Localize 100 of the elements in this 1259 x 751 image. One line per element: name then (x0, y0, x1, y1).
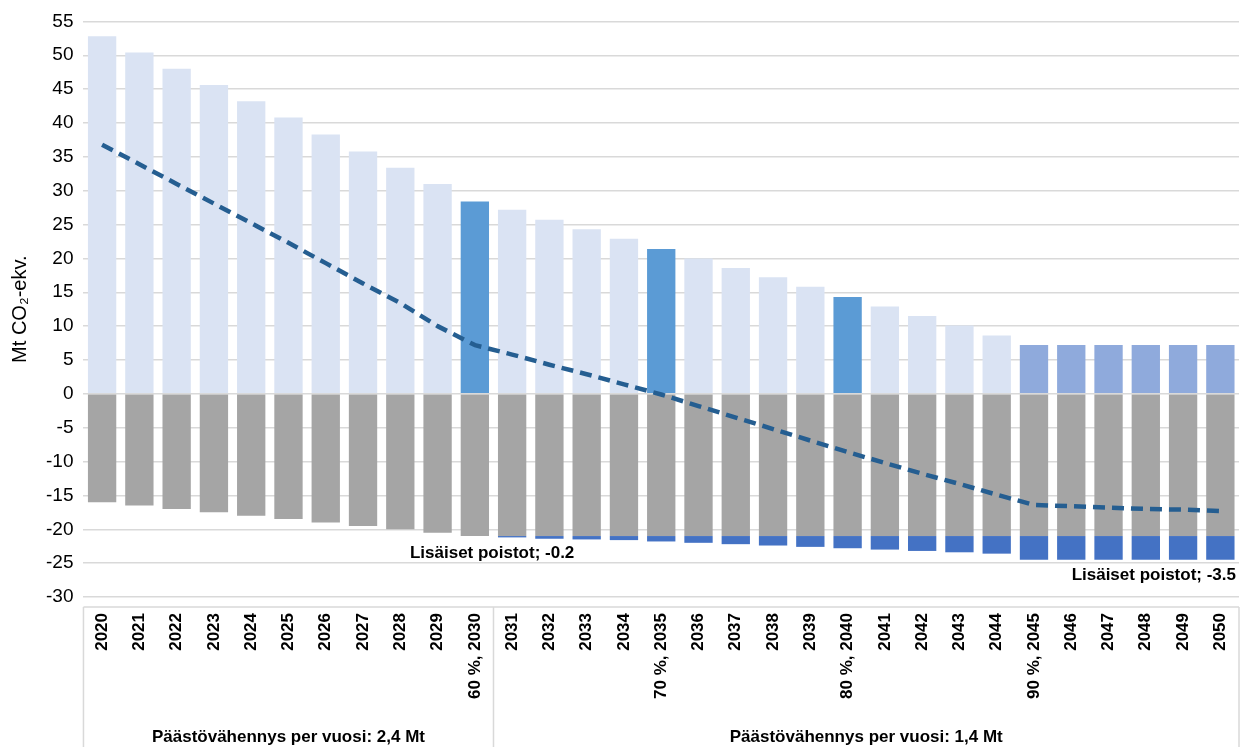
bar (348, 151, 378, 394)
y-tick-label: 20 (52, 246, 74, 268)
bar (1131, 345, 1160, 394)
y-tick-label: 35 (52, 145, 74, 167)
bar (721, 394, 750, 537)
x-tick-label: 90 %, 2045 (1023, 612, 1043, 699)
bar (945, 325, 974, 394)
bar (1057, 394, 1086, 537)
bar (1131, 536, 1160, 560)
bar (1094, 394, 1123, 537)
y-tick-label: 5 (62, 348, 74, 370)
x-tick-label: 2029 (427, 612, 447, 651)
x-tick-label: 2036 (688, 612, 708, 651)
bar (535, 394, 564, 537)
bar (833, 297, 862, 394)
bar (311, 394, 340, 523)
bar (907, 394, 937, 537)
bar (796, 394, 825, 537)
y-tick-label: 45 (52, 77, 74, 99)
bar (386, 394, 415, 530)
bar (684, 536, 713, 543)
x-tick-label: 2038 (762, 612, 782, 651)
bar (572, 394, 601, 537)
bar (609, 238, 639, 394)
bar (1057, 536, 1086, 560)
bar (982, 394, 1011, 537)
bar (1131, 394, 1160, 537)
bar (497, 394, 527, 537)
bar (833, 536, 862, 549)
bar (423, 394, 452, 533)
x-tick-label: 2047 (1098, 612, 1118, 651)
x-tick-label: 2048 (1135, 612, 1155, 651)
x-tick-label: 2037 (725, 612, 745, 651)
annotation: Lisäiset poistot; -0.2 (409, 543, 575, 563)
x-tick-label: 2033 (576, 612, 596, 651)
bar (609, 394, 639, 537)
x-tick-label: 2027 (352, 612, 372, 651)
bar (125, 394, 154, 506)
y-tick-label: 15 (52, 280, 74, 302)
bar (1206, 536, 1235, 560)
bar (460, 394, 490, 537)
bar (609, 536, 639, 541)
bar (1019, 394, 1049, 537)
bar (907, 536, 937, 551)
x-tick-label: 80 %, 2040 (837, 612, 857, 699)
bar (758, 277, 788, 394)
x-tick-label: 2039 (800, 612, 820, 651)
x-tick-label: 2024 (240, 612, 260, 651)
bar (1168, 536, 1198, 560)
x-tick-label: 2046 (1060, 612, 1080, 651)
bar (572, 229, 601, 394)
bar (982, 536, 1011, 554)
x-tick-label: 2050 (1210, 612, 1230, 651)
x-tick-label: 60 %, 2030 (464, 612, 484, 699)
bar (870, 306, 900, 394)
bar (647, 536, 676, 542)
bar (796, 286, 825, 394)
bar (833, 394, 862, 537)
bar (535, 219, 564, 394)
bar (945, 536, 974, 553)
annotation: Lisäiset poistot; -3.5 (1071, 565, 1237, 585)
bar (199, 394, 229, 513)
bar (1019, 345, 1049, 394)
x-tick-label: 2042 (911, 612, 931, 651)
bar (1206, 345, 1235, 394)
bar (945, 394, 974, 537)
x-tick-label: 2028 (389, 612, 409, 651)
bar (162, 394, 191, 509)
bar (684, 258, 713, 394)
y-tick-label: 30 (52, 178, 74, 200)
x-tick-label: 2025 (278, 612, 298, 651)
bar (647, 248, 676, 394)
y-tick-label: -5 (56, 415, 74, 437)
bar (982, 335, 1011, 394)
x-tick-label: 2049 (1172, 612, 1192, 651)
bar (1057, 345, 1086, 394)
bar (460, 201, 490, 394)
bar (497, 209, 527, 394)
bar (162, 68, 191, 394)
bar (386, 167, 415, 394)
bar (87, 394, 117, 503)
bar (125, 52, 154, 394)
bar (796, 536, 825, 547)
y-tick-label: -20 (45, 517, 74, 539)
x-tick-label: 2023 (203, 612, 223, 651)
bar (1206, 394, 1235, 537)
y-tick-label: -15 (45, 483, 74, 505)
y-tick-label: 40 (52, 111, 74, 133)
bar (311, 134, 340, 394)
bar (1168, 394, 1198, 537)
x-tick-label: 2021 (129, 612, 149, 651)
bar (423, 183, 452, 394)
x-tick-label: 70 %, 2035 (650, 612, 670, 699)
bar (87, 36, 117, 394)
bar (1094, 536, 1123, 560)
bar (758, 536, 788, 546)
bar (870, 536, 900, 550)
x-tick-label: 2034 (613, 612, 633, 651)
y-tick-label: -25 (45, 551, 74, 573)
bar (907, 315, 937, 394)
